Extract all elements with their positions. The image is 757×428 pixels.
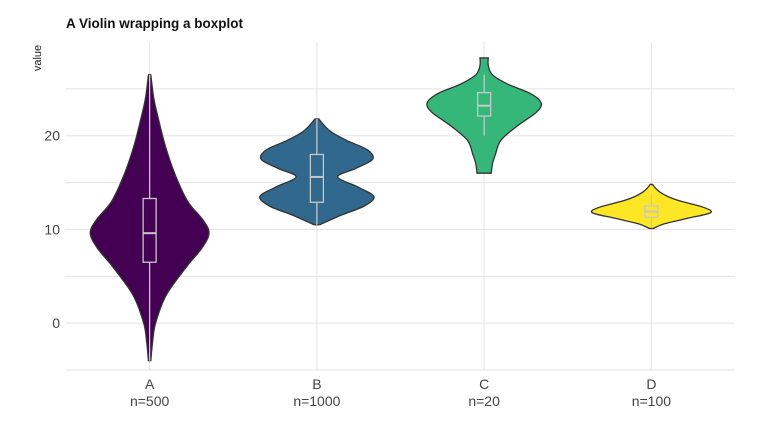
box-A: [142, 197, 157, 263]
x-count-label: n=100: [632, 393, 672, 409]
box-C: [476, 91, 492, 117]
x-count-label: n=1000: [293, 393, 340, 409]
boxplots: [142, 74, 659, 361]
y-tick-label: 0: [52, 315, 60, 331]
x-count-label: n=500: [130, 393, 170, 409]
y-axis-label: value: [32, 45, 44, 71]
x-tick-label: A: [145, 376, 155, 392]
violin-A: [89, 74, 210, 362]
x-count-label: n=20: [468, 393, 500, 409]
chart-title: A Violin wrapping a boxplot: [66, 16, 244, 31]
violin-B: [259, 118, 375, 226]
x-tick-label: C: [479, 376, 489, 392]
x-tick-label: D: [646, 376, 656, 392]
x-tick-label: B: [312, 376, 321, 392]
violins: [89, 57, 712, 362]
tick-labels: 0 10 20 An=500 Bn=1000 Cn=20 Dn=100: [44, 128, 671, 409]
y-tick-label: 20: [44, 128, 60, 144]
y-tick-label: 10: [44, 221, 60, 237]
box-B: [309, 153, 325, 203]
